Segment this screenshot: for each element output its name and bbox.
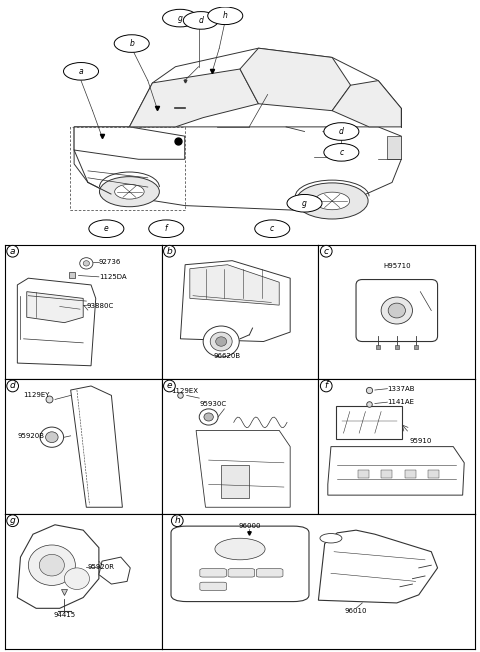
- Text: h: h: [223, 11, 228, 20]
- Text: g: g: [302, 199, 307, 208]
- Circle shape: [381, 297, 412, 324]
- Polygon shape: [318, 530, 438, 603]
- Circle shape: [210, 332, 232, 351]
- FancyBboxPatch shape: [200, 582, 227, 591]
- Polygon shape: [180, 261, 290, 342]
- Circle shape: [89, 220, 124, 237]
- Polygon shape: [17, 278, 96, 366]
- FancyBboxPatch shape: [336, 406, 401, 439]
- Circle shape: [324, 123, 359, 140]
- Circle shape: [114, 35, 149, 52]
- Polygon shape: [74, 127, 185, 159]
- Circle shape: [63, 63, 98, 80]
- Polygon shape: [240, 48, 350, 111]
- Text: 1141AE: 1141AE: [387, 399, 414, 405]
- Text: 95910: 95910: [409, 438, 432, 444]
- Circle shape: [215, 539, 265, 560]
- FancyBboxPatch shape: [171, 526, 309, 602]
- FancyBboxPatch shape: [381, 469, 392, 478]
- Polygon shape: [27, 291, 83, 323]
- Text: a: a: [10, 246, 15, 256]
- Text: d: d: [198, 16, 203, 25]
- Circle shape: [208, 7, 243, 25]
- Circle shape: [83, 261, 89, 266]
- Text: b: b: [129, 39, 134, 48]
- Text: g: g: [10, 516, 15, 526]
- Circle shape: [204, 413, 213, 421]
- Circle shape: [255, 220, 290, 237]
- Text: d: d: [339, 127, 344, 136]
- Circle shape: [320, 533, 342, 543]
- Circle shape: [80, 258, 93, 269]
- Circle shape: [115, 185, 144, 199]
- Circle shape: [388, 303, 406, 318]
- Text: h: h: [174, 516, 180, 526]
- Polygon shape: [99, 557, 130, 584]
- Polygon shape: [74, 127, 401, 210]
- Text: c: c: [324, 246, 329, 256]
- Text: 1129EX: 1129EX: [171, 389, 198, 394]
- Polygon shape: [328, 447, 464, 495]
- FancyBboxPatch shape: [200, 569, 227, 577]
- Text: a: a: [79, 67, 84, 76]
- Circle shape: [216, 337, 227, 346]
- Text: f: f: [165, 224, 168, 233]
- FancyBboxPatch shape: [358, 469, 369, 478]
- FancyBboxPatch shape: [228, 569, 255, 577]
- Text: 95920B: 95920B: [17, 433, 44, 439]
- Circle shape: [28, 545, 75, 585]
- Polygon shape: [387, 136, 401, 159]
- Circle shape: [40, 427, 63, 447]
- Polygon shape: [130, 69, 258, 127]
- Text: 1337AB: 1337AB: [387, 386, 415, 392]
- Text: 95920R: 95920R: [88, 563, 115, 570]
- Text: b: b: [167, 246, 172, 256]
- Text: 96000: 96000: [238, 523, 261, 529]
- Text: 1125DA: 1125DA: [99, 274, 127, 280]
- Polygon shape: [71, 386, 122, 507]
- Text: d: d: [10, 381, 15, 391]
- Circle shape: [149, 220, 184, 237]
- Text: 96620B: 96620B: [214, 353, 241, 359]
- FancyBboxPatch shape: [356, 280, 438, 342]
- Text: 96010: 96010: [345, 608, 367, 614]
- Circle shape: [203, 326, 239, 357]
- Text: 92736: 92736: [99, 259, 121, 265]
- Circle shape: [287, 194, 322, 212]
- Text: H95710: H95710: [383, 263, 410, 269]
- Text: 95930C: 95930C: [199, 400, 227, 406]
- FancyBboxPatch shape: [256, 569, 283, 577]
- Circle shape: [296, 183, 368, 219]
- Circle shape: [64, 568, 89, 589]
- Text: c: c: [339, 148, 344, 157]
- Polygon shape: [17, 525, 99, 608]
- Circle shape: [99, 177, 159, 207]
- Text: e: e: [104, 224, 109, 233]
- Text: g: g: [178, 14, 182, 23]
- Polygon shape: [196, 430, 290, 507]
- Text: 94415: 94415: [53, 612, 75, 618]
- FancyBboxPatch shape: [428, 469, 439, 478]
- FancyBboxPatch shape: [405, 469, 416, 478]
- Text: f: f: [324, 381, 328, 391]
- FancyBboxPatch shape: [221, 466, 250, 498]
- Circle shape: [315, 192, 349, 210]
- Text: c: c: [270, 224, 275, 233]
- Circle shape: [163, 9, 198, 27]
- Text: 93880C: 93880C: [86, 303, 114, 310]
- Circle shape: [199, 409, 218, 425]
- Polygon shape: [332, 81, 401, 127]
- Circle shape: [324, 143, 359, 161]
- Text: e: e: [167, 381, 172, 391]
- Polygon shape: [190, 265, 279, 305]
- Text: 1129EY: 1129EY: [24, 393, 50, 398]
- Circle shape: [39, 554, 64, 576]
- Circle shape: [46, 432, 58, 443]
- Circle shape: [183, 12, 218, 29]
